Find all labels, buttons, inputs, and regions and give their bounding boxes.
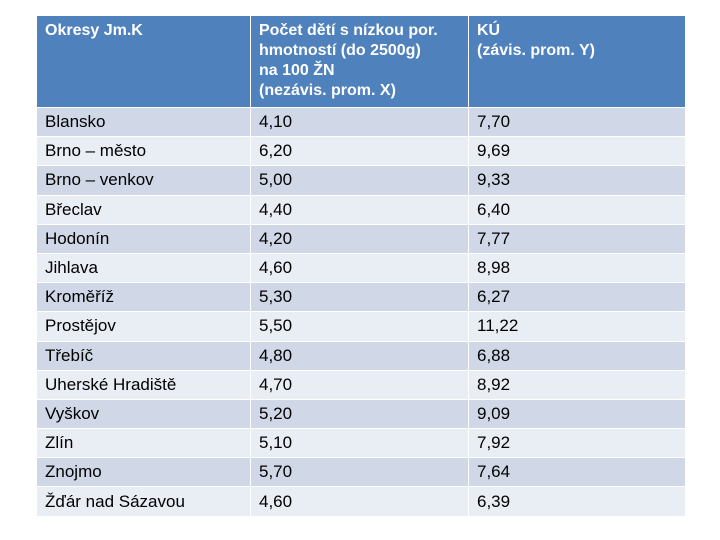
table-row: Znojmo 5,70 7,64 [36, 457, 686, 488]
cell-okres: Prostějov [36, 311, 251, 342]
table-row: Brno – město 6,20 9,69 [36, 136, 686, 167]
table-row: Kroměříž 5,30 6,27 [36, 282, 686, 313]
header-ku: KÚ (závis. prom. Y) [468, 15, 686, 108]
cell-x-value: 4,60 [250, 486, 469, 517]
header-okresy-label: Okresy Jm.K [45, 22, 143, 39]
cell-x-value: 5,10 [250, 428, 469, 459]
cell-okres: Brno – město [36, 136, 251, 167]
table-row: Vyškov 5,20 9,09 [36, 398, 686, 430]
header-ku-line: KÚ [477, 22, 501, 39]
cell-x-value: 5,70 [250, 457, 469, 488]
cell-y-value: 7,64 [468, 457, 686, 488]
cell-okres: Břeclav [36, 194, 251, 225]
cell-x-value: 5,50 [250, 311, 469, 342]
table-header-row: Okresy Jm.K Počet dětí s nízkou por. hmo… [36, 15, 686, 108]
cell-y-value: 6,39 [468, 486, 686, 517]
cell-okres: Zlín [36, 428, 251, 459]
cell-x-value: 5,30 [250, 282, 469, 313]
cell-okres: Jihlava [36, 252, 251, 284]
header-pocet-line: Počet dětí s nízkou por. [259, 22, 438, 39]
cell-y-value: 9,09 [468, 398, 686, 430]
table-row: Blansko 4,10 7,70 [36, 106, 686, 138]
cell-x-value: 4,80 [250, 340, 469, 371]
cell-y-value: 9,69 [468, 136, 686, 167]
table-row: Uherské Hradiště 4,70 8,92 [36, 369, 686, 400]
cell-y-value: 7,70 [468, 106, 686, 138]
cell-y-value: 6,40 [468, 194, 686, 225]
cell-x-value: 5,00 [250, 165, 469, 196]
cell-x-value: 4,10 [250, 106, 469, 138]
cell-x-value: 4,70 [250, 369, 469, 400]
cell-y-value: 11,22 [468, 311, 686, 342]
cell-okres: Žďár nad Sázavou [36, 486, 251, 517]
header-pocet-line: (nezávis. prom. X) [259, 82, 396, 99]
cell-x-value: 5,20 [250, 398, 469, 430]
header-ku-line: (závis. prom. Y) [477, 42, 595, 59]
table-row: Jihlava 4,60 8,98 [36, 252, 686, 284]
header-pocet-line: na 100 ŽN [259, 62, 335, 79]
table-row: Břeclav 4,40 6,40 [36, 194, 686, 225]
cell-okres: Brno – venkov [36, 165, 251, 196]
cell-y-value: 9,33 [468, 165, 686, 196]
cell-y-value: 6,88 [468, 340, 686, 371]
cell-y-value: 7,92 [468, 428, 686, 459]
table-row: Brno – venkov 5,00 9,33 [36, 165, 686, 196]
cell-y-value: 8,98 [468, 252, 686, 284]
cell-okres: Kroměříž [36, 282, 251, 313]
data-table-container: Okresy Jm.K Počet dětí s nízkou por. hmo… [36, 15, 686, 517]
cell-okres: Uherské Hradiště [36, 369, 251, 400]
header-pocet-deti: Počet dětí s nízkou por. hmotností (do 2… [250, 15, 469, 108]
cell-x-value: 4,20 [250, 223, 469, 254]
cell-okres: Znojmo [36, 457, 251, 488]
cell-x-value: 6,20 [250, 136, 469, 167]
header-okresy: Okresy Jm.K [36, 15, 251, 108]
cell-okres: Hodonín [36, 223, 251, 254]
cell-okres: Vyškov [36, 398, 251, 430]
table-body: Blansko 4,10 7,70 Brno – město 6,20 9,69 Brno … [36, 106, 686, 517]
cell-x-value: 4,40 [250, 194, 469, 225]
header-pocet-line: hmotností (do 2500g) [259, 42, 421, 59]
cell-okres: Blansko [36, 106, 251, 138]
cell-okres: Třebíč [36, 340, 251, 371]
table-row: Třebíč 4,80 6,88 [36, 340, 686, 371]
table-row: Prostějov 5,50 11,22 [36, 311, 686, 342]
table-row: Zlín 5,10 7,92 [36, 428, 686, 459]
cell-y-value: 6,27 [468, 282, 686, 313]
table-row: Žďár nad Sázavou 4,60 6,39 [36, 486, 686, 517]
cell-y-value: 7,77 [468, 223, 686, 254]
districts-table: Okresy Jm.K Počet dětí s nízkou por. hmo… [36, 15, 686, 517]
table-row: Hodonín 4,20 7,77 [36, 223, 686, 254]
cell-y-value: 8,92 [468, 369, 686, 400]
cell-x-value: 4,60 [250, 252, 469, 284]
